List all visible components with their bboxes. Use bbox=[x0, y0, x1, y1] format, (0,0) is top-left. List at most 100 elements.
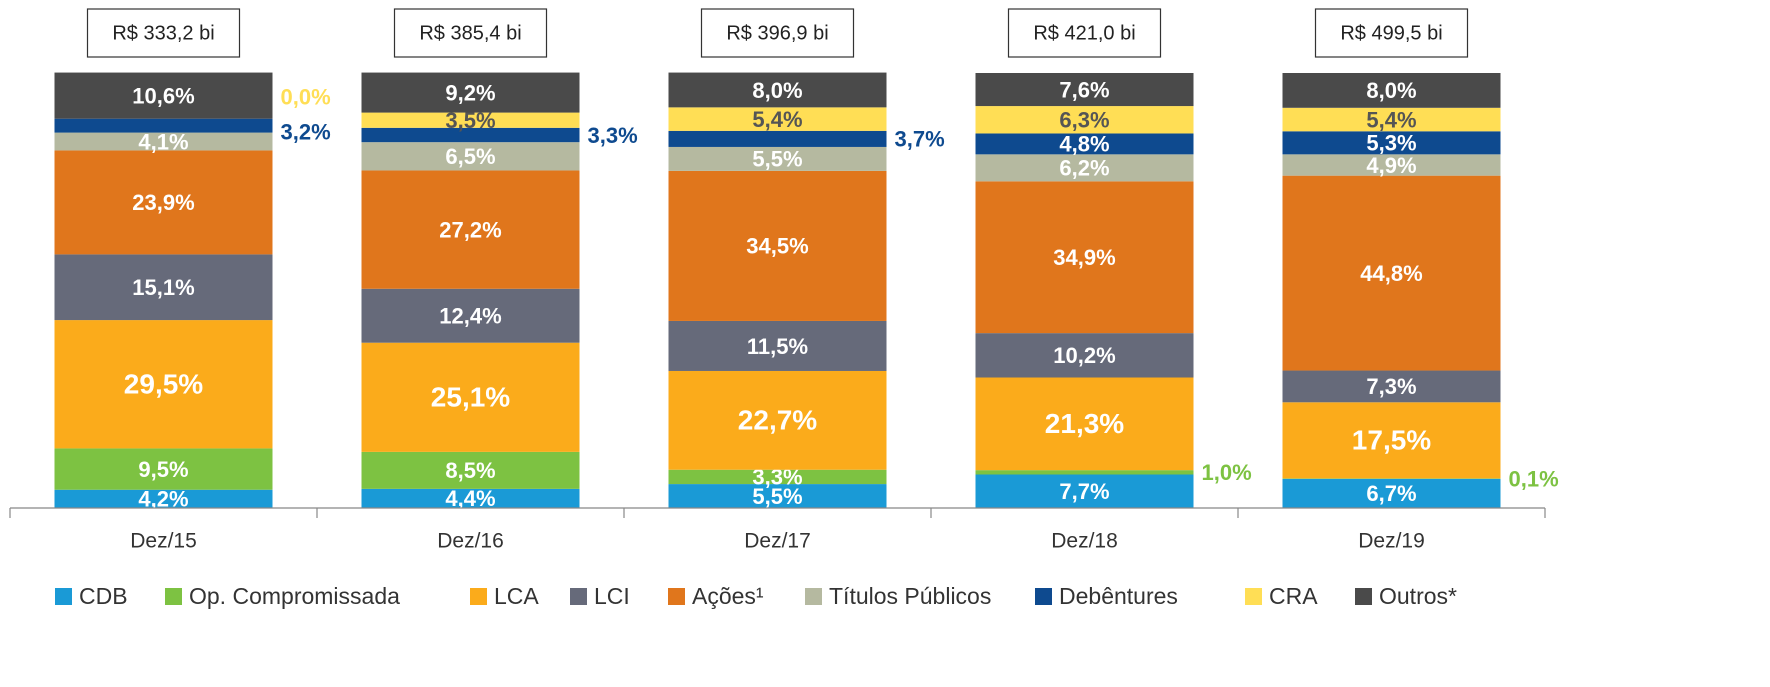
data-label: 8,0% bbox=[1366, 78, 1416, 103]
total-label: R$ 385,4 bi bbox=[419, 22, 521, 44]
bar-segment bbox=[1282, 131, 1501, 155]
bar-segment bbox=[54, 489, 273, 508]
data-label: 5,4% bbox=[752, 107, 802, 132]
bar-segment bbox=[1282, 370, 1501, 403]
bar-segment bbox=[668, 370, 887, 470]
data-label: 25,1% bbox=[431, 382, 510, 413]
total-label: R$ 396,9 bi bbox=[726, 22, 828, 44]
data-label: 21,3% bbox=[1045, 408, 1124, 439]
bar-segment bbox=[361, 127, 580, 143]
bar-segment bbox=[54, 254, 273, 321]
total-box bbox=[86, 8, 241, 58]
bar-segment bbox=[54, 150, 273, 255]
data-label: 8,0% bbox=[752, 78, 802, 103]
bar-segment bbox=[361, 342, 580, 452]
legend-swatch bbox=[55, 588, 72, 605]
data-label: 5,5% bbox=[752, 484, 802, 509]
bar-segment bbox=[1282, 402, 1501, 479]
bar-segment bbox=[975, 470, 1194, 475]
data-label: 4,8% bbox=[1059, 132, 1109, 157]
bar-segment bbox=[54, 320, 273, 449]
bar-segment bbox=[975, 333, 1194, 378]
data-label: 4,4% bbox=[445, 486, 495, 511]
data-label: 6,3% bbox=[1059, 108, 1109, 133]
data-label: 7,6% bbox=[1059, 77, 1109, 102]
x-tick-label: Dez/17 bbox=[744, 530, 811, 553]
data-label: 5,4% bbox=[1366, 107, 1416, 132]
bar-segment bbox=[975, 154, 1194, 182]
total-box bbox=[1314, 8, 1469, 58]
data-label: 4,9% bbox=[1366, 153, 1416, 178]
data-label: 0,1% bbox=[1509, 466, 1559, 491]
data-label: 22,7% bbox=[738, 405, 817, 436]
bar-segment bbox=[668, 107, 887, 131]
data-label: 12,4% bbox=[439, 304, 501, 329]
bar-segment bbox=[1282, 154, 1501, 176]
x-tick-label: Dez/16 bbox=[437, 530, 504, 553]
legend-swatch bbox=[1035, 588, 1052, 605]
legend-swatch bbox=[470, 588, 487, 605]
bar-segment bbox=[361, 72, 580, 113]
bar-segment bbox=[361, 451, 580, 489]
data-label: 6,2% bbox=[1059, 156, 1109, 181]
data-label: 5,3% bbox=[1366, 131, 1416, 156]
bar-segment bbox=[361, 288, 580, 343]
legend-swatch bbox=[165, 588, 182, 605]
legend-swatch bbox=[668, 588, 685, 605]
bar-segment bbox=[668, 146, 887, 171]
data-label: 9,5% bbox=[138, 457, 188, 482]
bar-segment bbox=[668, 484, 887, 508]
data-label: 3,7% bbox=[895, 127, 945, 152]
data-label: 29,5% bbox=[124, 369, 203, 400]
data-label: 34,5% bbox=[746, 234, 808, 259]
data-label: 10,2% bbox=[1053, 343, 1115, 368]
bar-segment bbox=[361, 142, 580, 171]
bar-segment bbox=[975, 73, 1194, 107]
bar-segment bbox=[975, 106, 1194, 134]
data-label: 27,2% bbox=[439, 217, 501, 242]
legend-label: Op. Compromissada bbox=[189, 583, 400, 609]
total-box bbox=[393, 8, 548, 58]
bar-segment bbox=[975, 377, 1194, 471]
x-tick-label: Dez/15 bbox=[130, 530, 197, 553]
data-label: 3,2% bbox=[281, 119, 331, 144]
data-label: 17,5% bbox=[1352, 425, 1431, 456]
bar-segment bbox=[668, 130, 887, 147]
bar-segment bbox=[975, 474, 1194, 508]
total-box bbox=[1007, 8, 1162, 58]
legend-swatch bbox=[1355, 588, 1372, 605]
bar-segment bbox=[54, 132, 273, 151]
data-label: 11,5% bbox=[747, 334, 808, 359]
data-label: 6,5% bbox=[445, 144, 495, 169]
data-label: 10,6% bbox=[132, 83, 194, 108]
data-label: 6,7% bbox=[1366, 481, 1416, 506]
bar-segment bbox=[975, 181, 1194, 334]
data-label: 4,1% bbox=[138, 129, 188, 154]
bar-segment bbox=[975, 133, 1194, 155]
data-label: 34,9% bbox=[1053, 245, 1115, 270]
bar-segment bbox=[54, 118, 273, 133]
data-label: 23,9% bbox=[132, 190, 194, 215]
bar-segment bbox=[668, 469, 887, 485]
data-label: 7,3% bbox=[1366, 374, 1416, 399]
bar-segment bbox=[361, 488, 580, 508]
data-label: 8,5% bbox=[445, 458, 495, 483]
bar-segment bbox=[1282, 478, 1501, 508]
legend-label: CDB bbox=[79, 583, 128, 609]
data-label: 5,5% bbox=[752, 147, 802, 172]
data-label: 15,1% bbox=[132, 275, 194, 300]
bar-segment bbox=[54, 72, 273, 119]
bar-segment bbox=[1282, 107, 1501, 132]
data-label: 0,0% bbox=[281, 84, 331, 109]
legend-label: Ações¹ bbox=[692, 583, 764, 609]
total-label: R$ 421,0 bi bbox=[1033, 22, 1135, 44]
legend-swatch bbox=[805, 588, 822, 605]
data-label: 3,3% bbox=[588, 123, 638, 148]
legend-label: Debêntures bbox=[1059, 583, 1178, 609]
total-box bbox=[700, 8, 855, 58]
bar-segment bbox=[361, 170, 580, 289]
legend-label: LCI bbox=[594, 583, 630, 609]
data-label: 7,7% bbox=[1059, 479, 1109, 504]
legend-swatch bbox=[570, 588, 587, 605]
